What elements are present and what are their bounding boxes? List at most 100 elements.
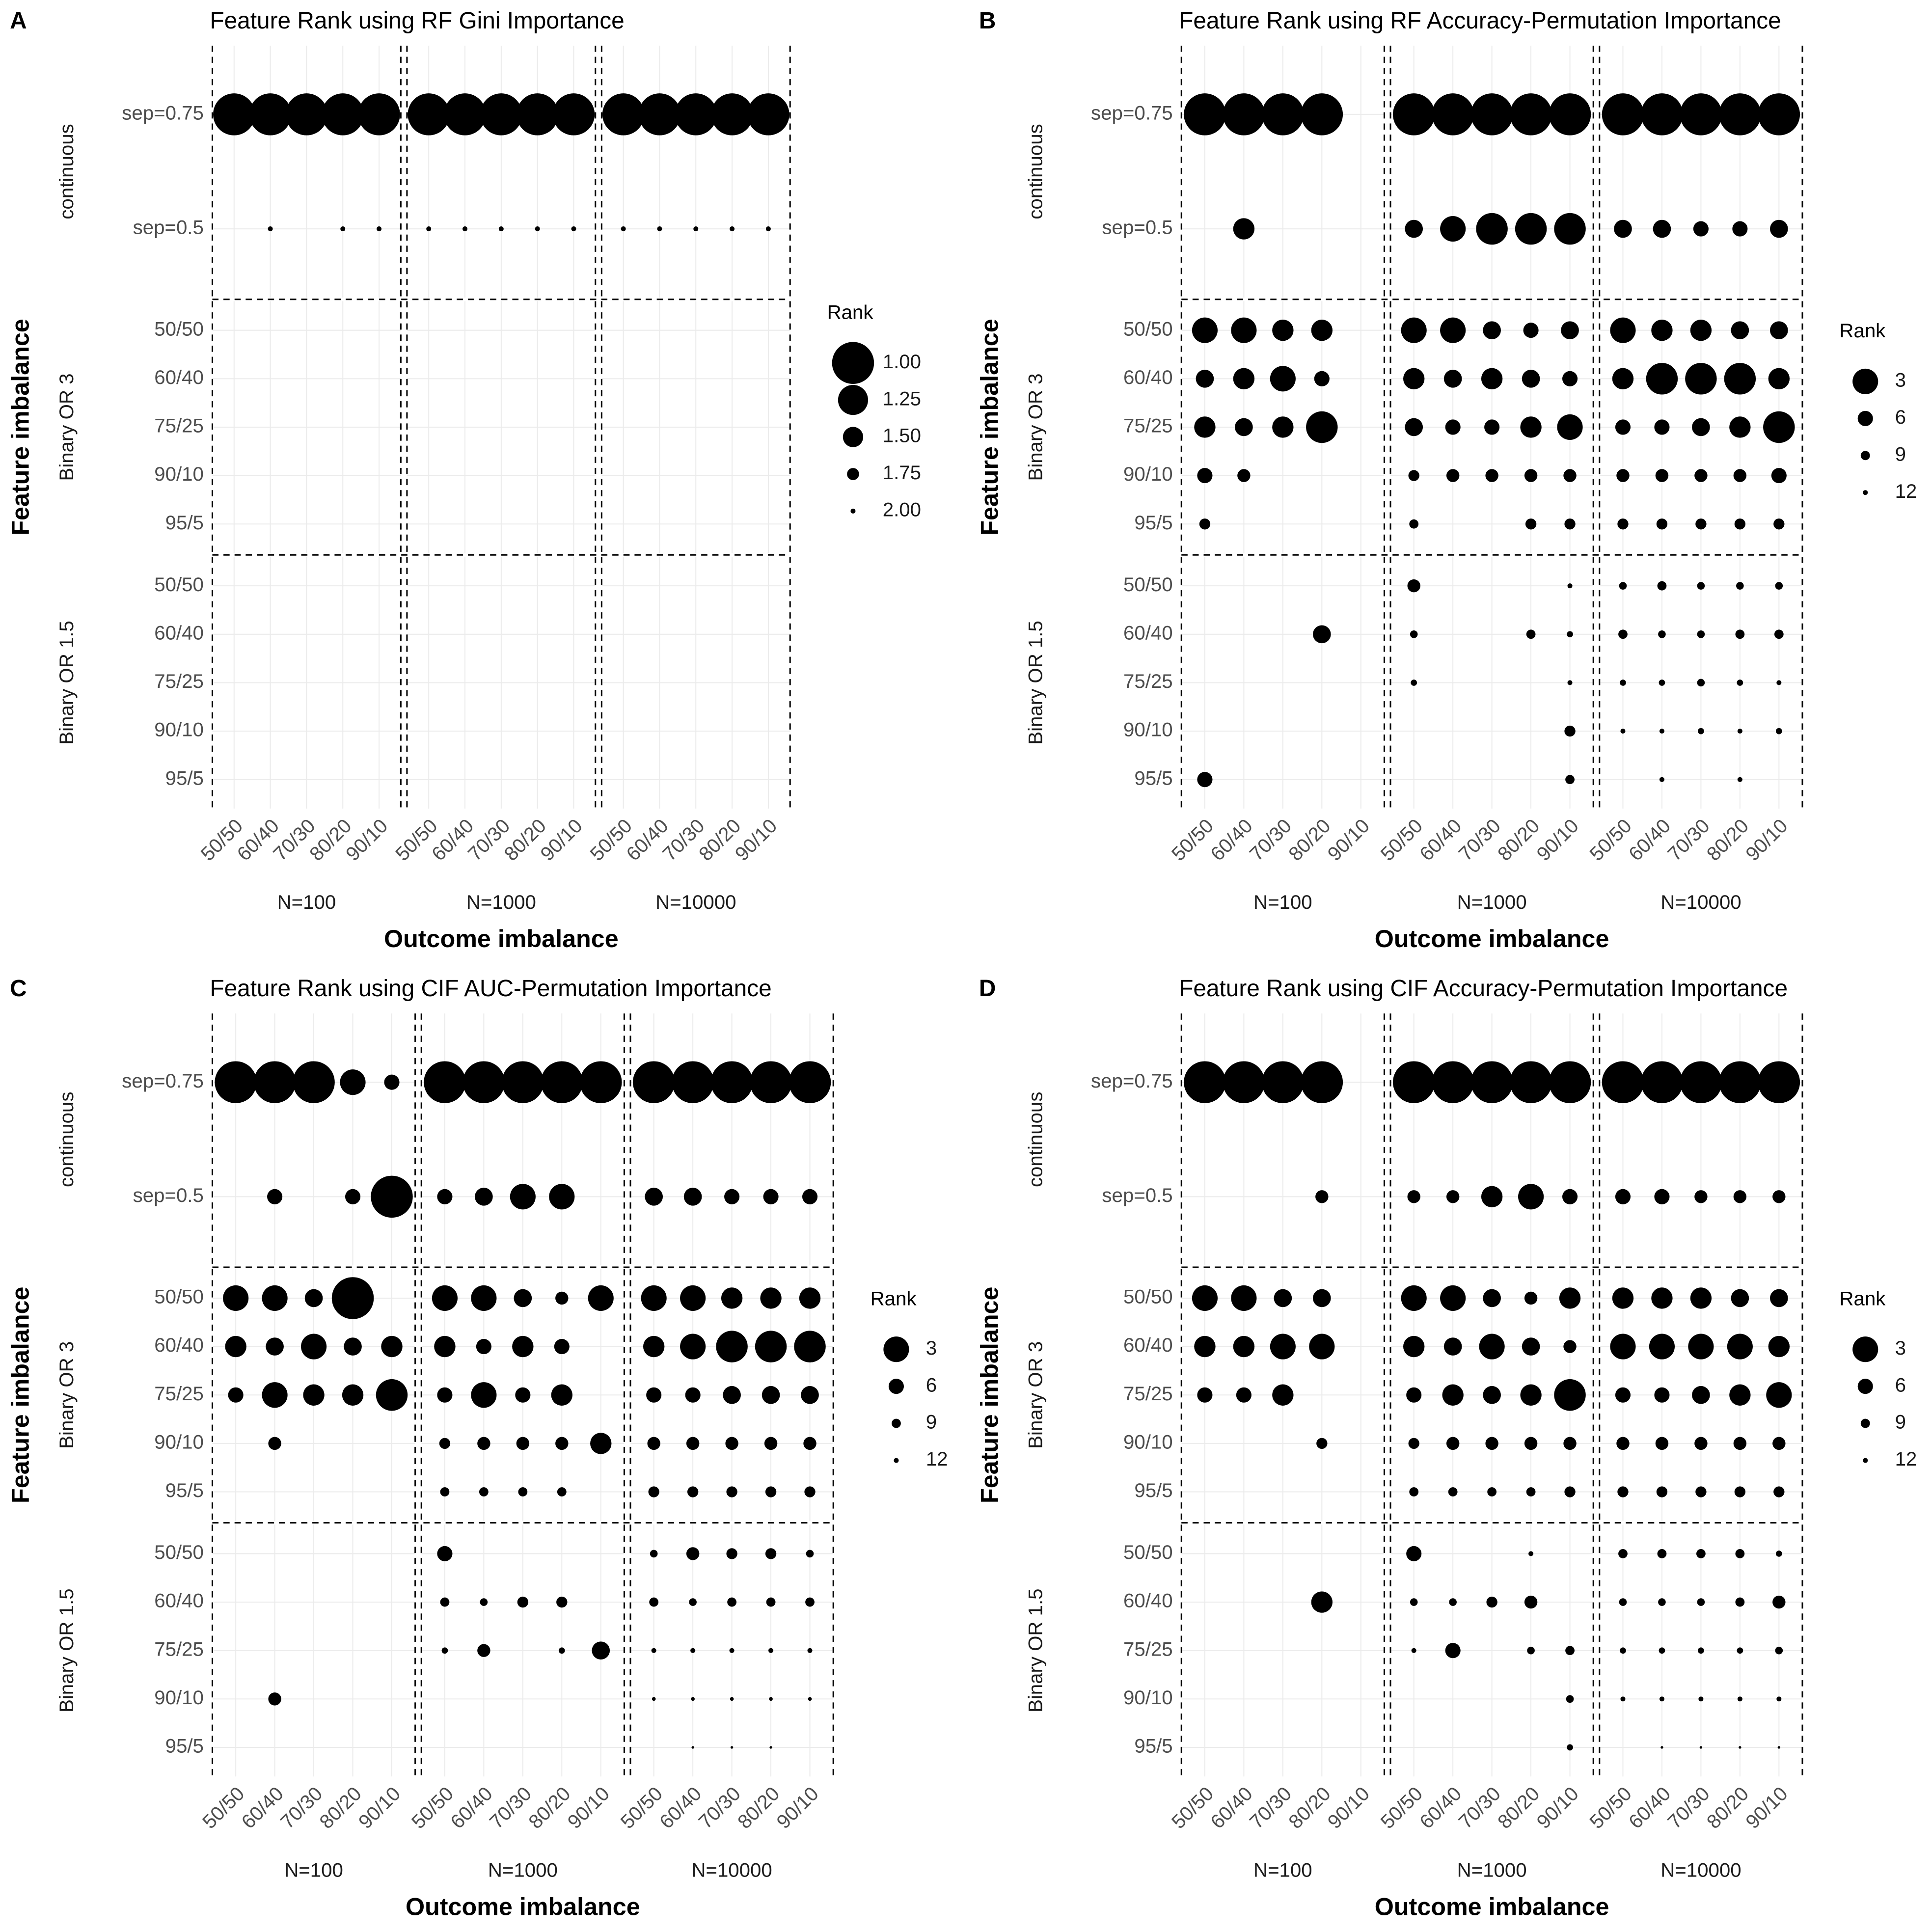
legend-label: 3 xyxy=(1895,369,1906,391)
bubble xyxy=(1301,93,1343,136)
bubble xyxy=(480,93,522,136)
bubble xyxy=(1735,1597,1745,1607)
y-tick-label: 75/25 xyxy=(154,415,204,437)
bubble xyxy=(262,1382,288,1408)
bubble xyxy=(213,93,255,136)
bubble xyxy=(1618,1549,1628,1558)
bubble xyxy=(1698,1647,1704,1654)
bubble xyxy=(1549,93,1591,136)
bubble xyxy=(510,1184,536,1210)
legend-label: 12 xyxy=(1895,1448,1917,1470)
bubble xyxy=(724,1189,740,1204)
facet-label: N=1000 xyxy=(466,891,536,913)
bubble xyxy=(249,93,292,136)
bubble xyxy=(1698,728,1704,735)
legend-label: 1.50 xyxy=(883,425,921,447)
x-axis-title: Outcome imbalance xyxy=(406,1893,640,1921)
legend-key xyxy=(883,1336,909,1362)
x-tick-label: 50/50 xyxy=(198,1782,249,1833)
bubble xyxy=(1525,518,1537,530)
bubble xyxy=(768,1648,774,1653)
legend-label: 2.00 xyxy=(883,499,921,521)
legend-label: 1.25 xyxy=(883,387,921,409)
bubble xyxy=(344,1337,362,1356)
bubble xyxy=(1620,1696,1626,1702)
bubble xyxy=(1694,1190,1708,1203)
bubble xyxy=(1658,630,1666,638)
legend-key xyxy=(1857,1379,1873,1394)
bubble xyxy=(730,226,735,232)
bubble xyxy=(223,1285,249,1311)
bubble xyxy=(268,226,273,232)
x-tick-label: 70/30 xyxy=(485,1782,536,1833)
bubble xyxy=(1651,1287,1673,1309)
bubble xyxy=(1184,1061,1226,1103)
bubble xyxy=(225,1335,246,1358)
bubble xyxy=(1522,370,1540,388)
x-tick-label: 50/50 xyxy=(1585,815,1636,865)
bubble xyxy=(552,93,595,136)
y-tick-label: 90/10 xyxy=(1123,1431,1173,1453)
bubble xyxy=(1406,1387,1422,1403)
bubble xyxy=(1407,1190,1420,1203)
bubble xyxy=(1554,1379,1586,1411)
bubble xyxy=(377,226,382,232)
bubble xyxy=(650,1550,658,1558)
legend-label: 9 xyxy=(926,1411,937,1433)
bubble xyxy=(1440,216,1466,242)
bubble xyxy=(1733,1190,1747,1203)
bubble xyxy=(1649,1333,1675,1360)
bubble xyxy=(1549,1061,1591,1103)
bubble xyxy=(789,1061,831,1103)
bubble xyxy=(691,1746,694,1749)
bubble xyxy=(1443,1337,1462,1356)
bubble xyxy=(1524,1291,1538,1305)
bubble xyxy=(381,1335,403,1358)
bubble xyxy=(1564,518,1576,530)
bubble xyxy=(1658,1598,1666,1606)
bubble xyxy=(502,1061,544,1103)
bubble xyxy=(1615,1189,1631,1204)
bubble xyxy=(1432,1061,1474,1103)
bubble xyxy=(1690,1287,1712,1309)
bubble xyxy=(1270,366,1296,392)
facet-label: N=1000 xyxy=(488,1859,558,1881)
y-axis-title: Feature imbalance xyxy=(6,1287,34,1503)
x-tick-label: 90/10 xyxy=(1742,1782,1792,1833)
bubble xyxy=(1443,370,1462,388)
legend-key xyxy=(847,468,859,480)
panel-title: Feature Rank using CIF AUC-Permutation I… xyxy=(210,976,771,1002)
bubble xyxy=(1739,1746,1742,1749)
bubble xyxy=(592,1641,610,1660)
x-tick-label: 60/40 xyxy=(1206,1782,1257,1833)
bubble xyxy=(1657,1549,1667,1558)
bubble xyxy=(426,226,432,232)
bubble xyxy=(766,1597,776,1607)
bubble xyxy=(1773,518,1785,530)
bubble xyxy=(1735,629,1745,639)
bubble xyxy=(764,1437,778,1450)
bubble xyxy=(1775,582,1783,590)
legend-label: 1.75 xyxy=(883,462,921,484)
bubble xyxy=(1654,1387,1670,1403)
row-group-label: Binary OR 1.5 xyxy=(55,621,78,745)
bubble xyxy=(1775,1646,1783,1655)
y-tick-label: 75/25 xyxy=(154,1638,204,1660)
legend-label: 1.00 xyxy=(883,351,921,373)
bubble xyxy=(1407,579,1420,593)
bubble xyxy=(1440,317,1466,343)
y-tick-label: 50/50 xyxy=(154,318,204,340)
bubble xyxy=(1486,1596,1497,1608)
bubble xyxy=(1197,772,1213,788)
bubble xyxy=(1758,1061,1800,1103)
bubble xyxy=(723,1386,741,1404)
x-tick-label: 80/20 xyxy=(1494,1782,1544,1833)
bubble xyxy=(1197,468,1213,484)
bubble xyxy=(322,93,364,136)
x-tick-label: 50/50 xyxy=(586,815,636,865)
bubble xyxy=(476,1339,491,1355)
x-tick-label: 70/30 xyxy=(1663,815,1714,865)
bubble xyxy=(657,226,662,232)
bubble xyxy=(1487,1487,1497,1497)
